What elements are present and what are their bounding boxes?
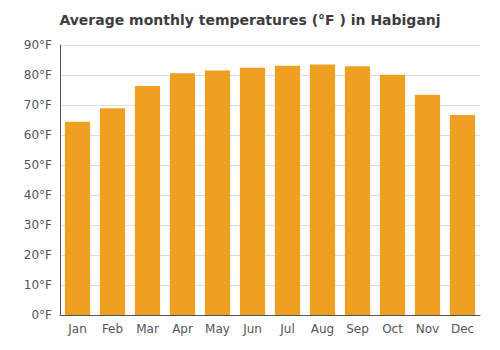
svg-text:50°F: 50°F xyxy=(24,158,52,172)
svg-text:Dec: Dec xyxy=(451,322,474,336)
svg-text:20°F: 20°F xyxy=(24,248,52,262)
svg-text:Mar: Mar xyxy=(136,322,159,336)
svg-text:0°F: 0°F xyxy=(31,308,52,322)
svg-text:30°F: 30°F xyxy=(24,218,52,232)
svg-text:40°F: 40°F xyxy=(24,188,52,202)
svg-text:Jun: Jun xyxy=(242,322,262,336)
svg-text:Jan: Jan xyxy=(67,322,87,336)
svg-text:70°F: 70°F xyxy=(24,98,52,112)
svg-text:Apr: Apr xyxy=(172,322,193,336)
svg-text:May: May xyxy=(205,322,230,336)
svg-text:80°F: 80°F xyxy=(24,68,52,82)
svg-text:90°F: 90°F xyxy=(24,38,52,52)
svg-text:Oct: Oct xyxy=(382,322,403,336)
svg-text:Aug: Aug xyxy=(311,322,334,336)
svg-text:60°F: 60°F xyxy=(24,128,52,142)
svg-text:10°F: 10°F xyxy=(24,278,52,292)
svg-text:Nov: Nov xyxy=(416,322,439,336)
svg-text:Average monthly temperatures (: Average monthly temperatures (°F ) in Ha… xyxy=(59,12,440,28)
svg-text:Jul: Jul xyxy=(279,322,294,336)
svg-text:Feb: Feb xyxy=(102,322,123,336)
svg-text:Sep: Sep xyxy=(346,322,369,336)
